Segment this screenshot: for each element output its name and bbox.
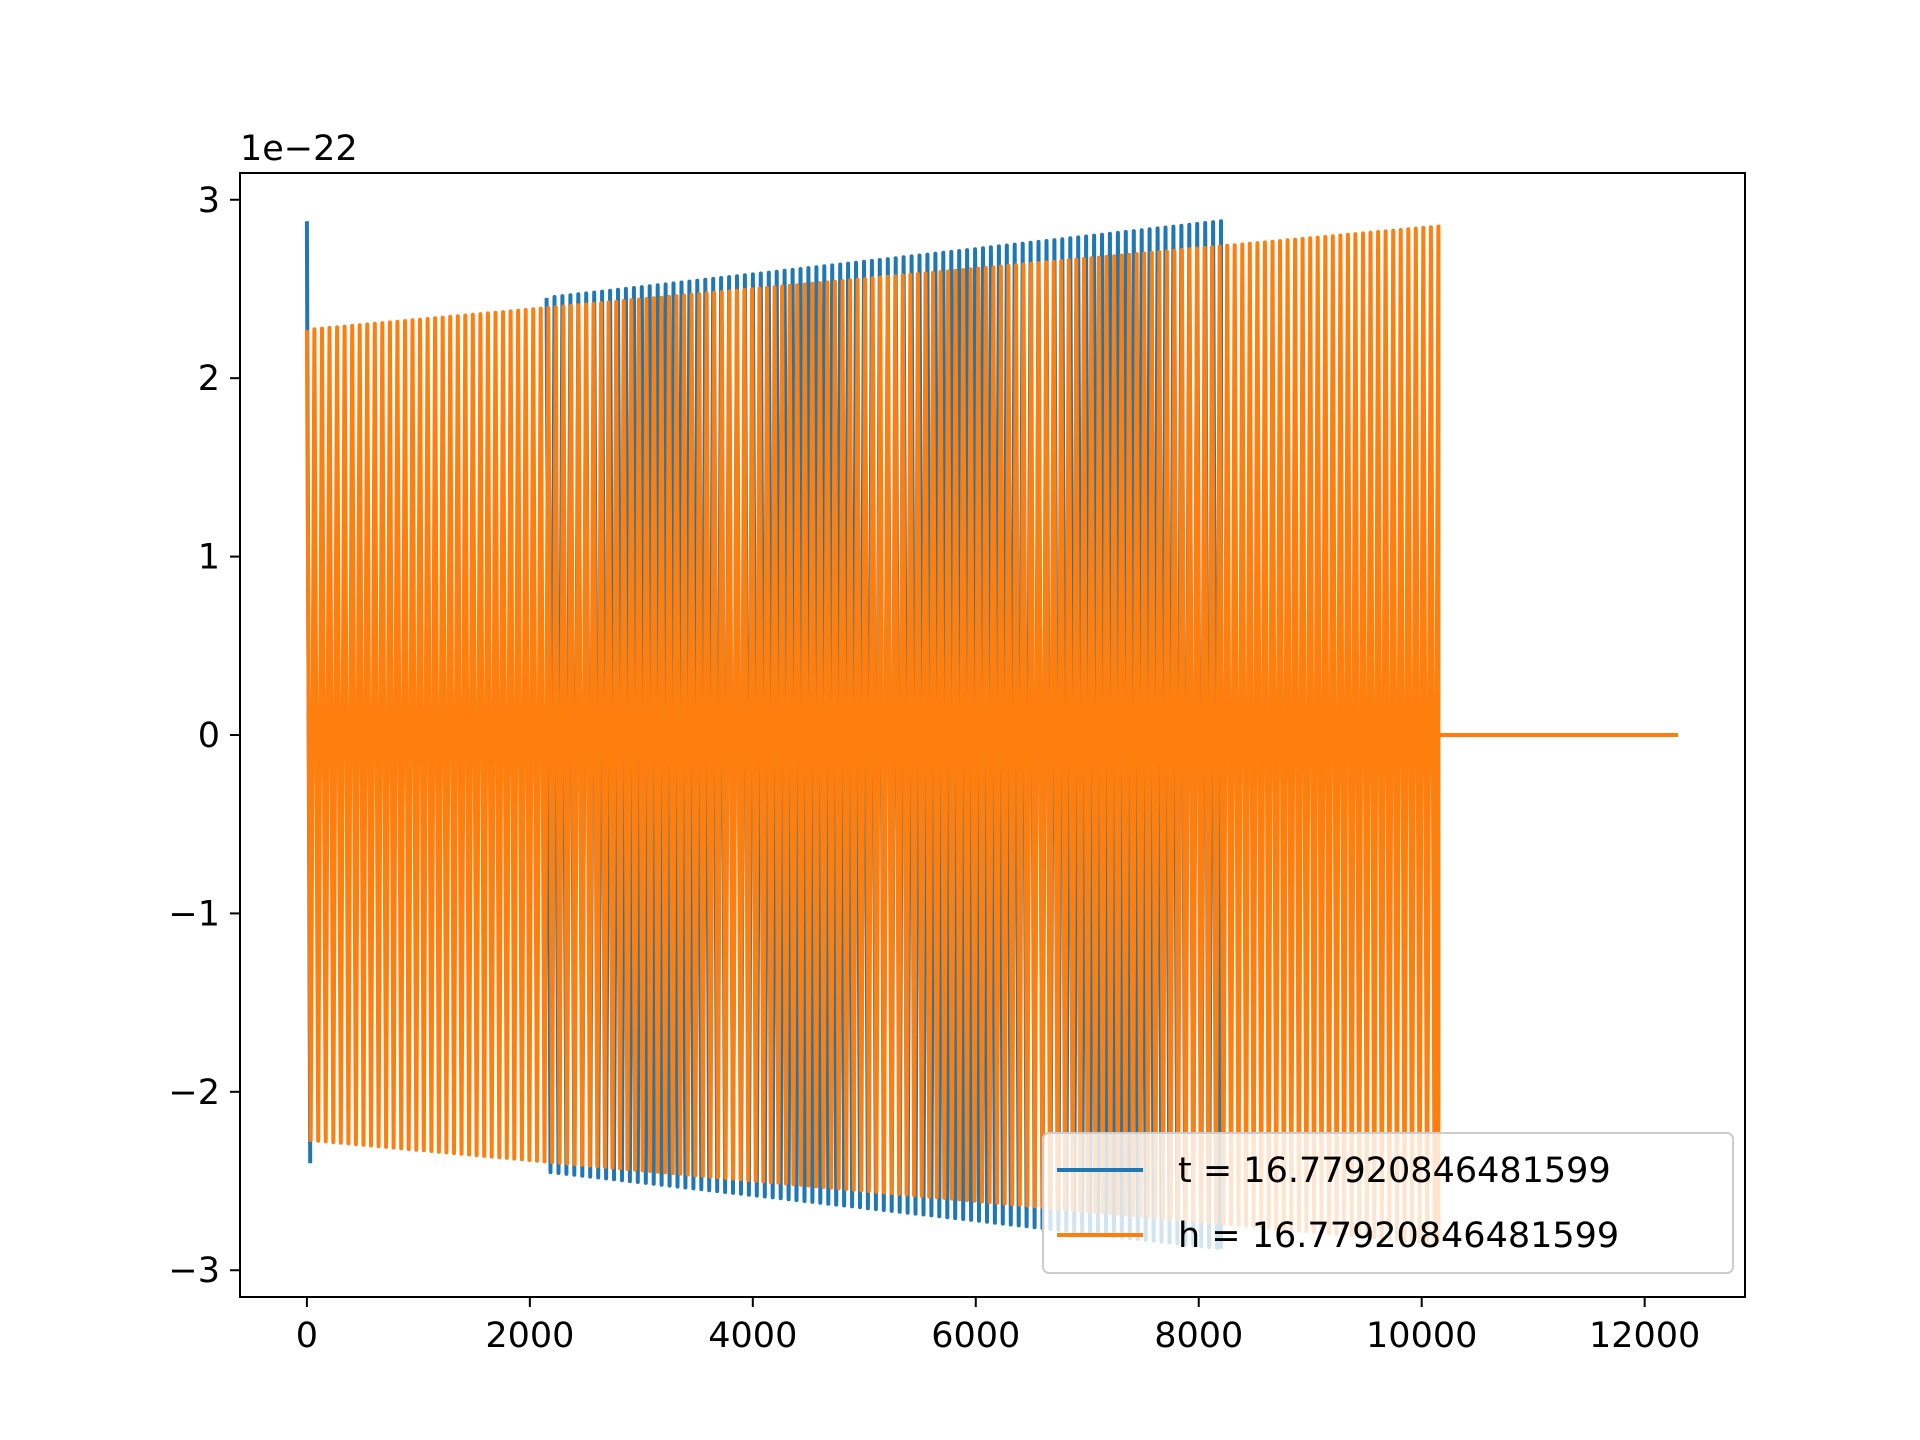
legend-box	[1042, 1132, 1734, 1274]
x-tick-label: 6000	[931, 1316, 1020, 1356]
plot-area	[239, 172, 1746, 1298]
legend: t = 16.77920846481599 h = 16.779208464815…	[1042, 1132, 1734, 1274]
legend-label: t = 16.77920846481599	[1178, 1151, 1611, 1191]
x-axis: 0 2000 4000 6000 8000 10000 12000	[296, 1297, 1700, 1356]
x-tick-label: 2000	[485, 1316, 574, 1356]
y-offset-text: 1e−22	[240, 129, 358, 169]
series-line	[304, 224, 1441, 1245]
y-tick-label: −2	[168, 1073, 220, 1113]
y-tick-label: 0	[198, 716, 220, 756]
y-tick-label: 1	[198, 538, 220, 578]
y-axis: −3 −2 −1 0 1 2 3	[168, 181, 240, 1291]
y-tick-label: 2	[198, 359, 220, 399]
x-tick-label: 8000	[1154, 1316, 1243, 1356]
y-tick-label: 3	[198, 181, 220, 221]
x-tick-label: 12000	[1589, 1316, 1700, 1356]
series-1	[304, 224, 1679, 1245]
y-tick-label: −3	[168, 1251, 220, 1291]
legend-label: h = 16.77920846481599	[1178, 1216, 1619, 1256]
x-tick-label: 4000	[708, 1316, 797, 1356]
x-tick-label: 0	[296, 1316, 318, 1356]
series-layer	[304, 219, 1679, 1250]
y-tick-label: −1	[168, 894, 220, 934]
x-tick-label: 10000	[1366, 1316, 1477, 1356]
